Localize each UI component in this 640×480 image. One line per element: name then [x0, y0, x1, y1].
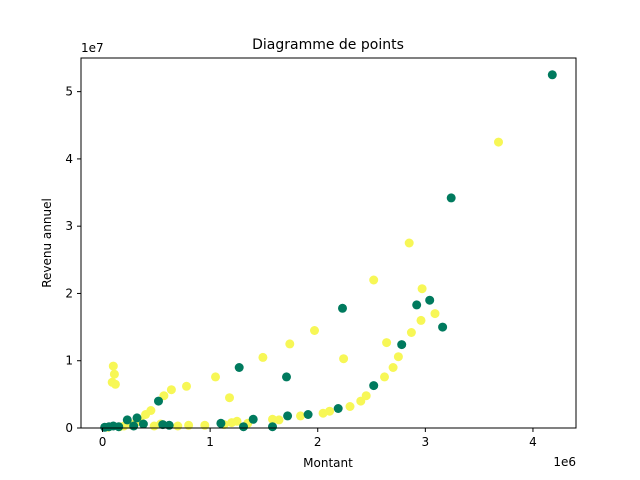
- data-point-yellow: [406, 328, 416, 337]
- data-point-yellow: [110, 379, 120, 389]
- data-point-yellow: [369, 275, 379, 285]
- data-point-yellow: [109, 369, 119, 379]
- points-layer: [100, 70, 557, 432]
- data-point-green: [397, 340, 407, 350]
- data-point-green: [283, 411, 293, 421]
- y-axis-label: Revenu annuel: [40, 198, 54, 288]
- data-point-yellow: [393, 352, 403, 362]
- x-tick-label: 4: [529, 435, 537, 449]
- data-point-yellow: [211, 372, 220, 382]
- data-point-green: [114, 422, 124, 432]
- x-tick-label: 2: [314, 435, 322, 449]
- data-point-yellow: [108, 361, 118, 371]
- data-point-yellow: [380, 372, 389, 382]
- data-point-yellow: [310, 326, 319, 335]
- data-point-yellow: [417, 284, 427, 294]
- data-point-green: [547, 70, 557, 80]
- data-point-yellow: [430, 309, 440, 319]
- x-tick-label: 0: [99, 435, 107, 449]
- data-point-green: [412, 300, 422, 310]
- data-point-yellow: [146, 406, 156, 415]
- data-point-green: [234, 363, 244, 372]
- data-point-green: [268, 422, 277, 432]
- data-point-yellow: [339, 354, 349, 364]
- data-point-green: [303, 410, 313, 419]
- data-point-yellow: [182, 381, 191, 391]
- data-point-yellow: [388, 363, 398, 372]
- data-point-yellow: [232, 416, 242, 426]
- data-point-yellow: [166, 385, 176, 395]
- data-point-green: [282, 372, 291, 382]
- data-point-green: [425, 295, 435, 305]
- data-point-green: [216, 418, 226, 428]
- data-point-yellow: [285, 339, 295, 349]
- data-point-green: [369, 381, 379, 391]
- data-point-green: [132, 413, 142, 423]
- x-axis-offset-label: 1e6: [553, 455, 576, 469]
- y-tick-label: 1: [65, 354, 73, 368]
- y-axis-offset-label: 1e7: [81, 41, 104, 55]
- data-point-green: [154, 396, 163, 406]
- data-point-green: [122, 415, 132, 425]
- y-tick-label: 4: [65, 152, 73, 166]
- data-point-green: [239, 422, 248, 432]
- y-tick-label: 0: [65, 421, 73, 435]
- data-point-green: [446, 193, 456, 203]
- data-point-yellow: [416, 315, 426, 325]
- data-point-yellow: [173, 421, 183, 431]
- data-point-yellow: [361, 391, 371, 401]
- data-point-yellow: [325, 406, 335, 416]
- data-point-green: [333, 404, 343, 413]
- data-point-green: [129, 421, 139, 431]
- x-tick-label: 3: [422, 435, 430, 449]
- x-tick-label: 1: [206, 435, 214, 449]
- data-point-yellow: [258, 352, 268, 362]
- data-point-yellow: [404, 238, 414, 248]
- plot-frame: [80, 57, 577, 429]
- y-tick-label: 5: [65, 85, 73, 99]
- data-point-green: [248, 414, 258, 424]
- data-point-yellow: [382, 338, 392, 348]
- data-point-yellow: [268, 414, 277, 424]
- chart-title: Diagramme de points: [252, 37, 404, 53]
- data-point-green: [338, 303, 347, 313]
- x-axis-label: Montant: [303, 456, 353, 470]
- data-point-green: [438, 322, 448, 332]
- data-point-yellow: [274, 415, 284, 425]
- data-point-yellow: [494, 137, 503, 147]
- data-point-yellow: [345, 402, 355, 411]
- data-point-yellow: [296, 411, 305, 421]
- data-point-green: [138, 419, 148, 429]
- y-axis: 0 1 2 3 4 5: [65, 85, 81, 435]
- y-tick-label: 3: [65, 219, 73, 233]
- data-point-yellow: [225, 393, 234, 403]
- x-axis: 0 1 2 3 4: [99, 428, 537, 449]
- y-tick-label: 2: [65, 286, 73, 300]
